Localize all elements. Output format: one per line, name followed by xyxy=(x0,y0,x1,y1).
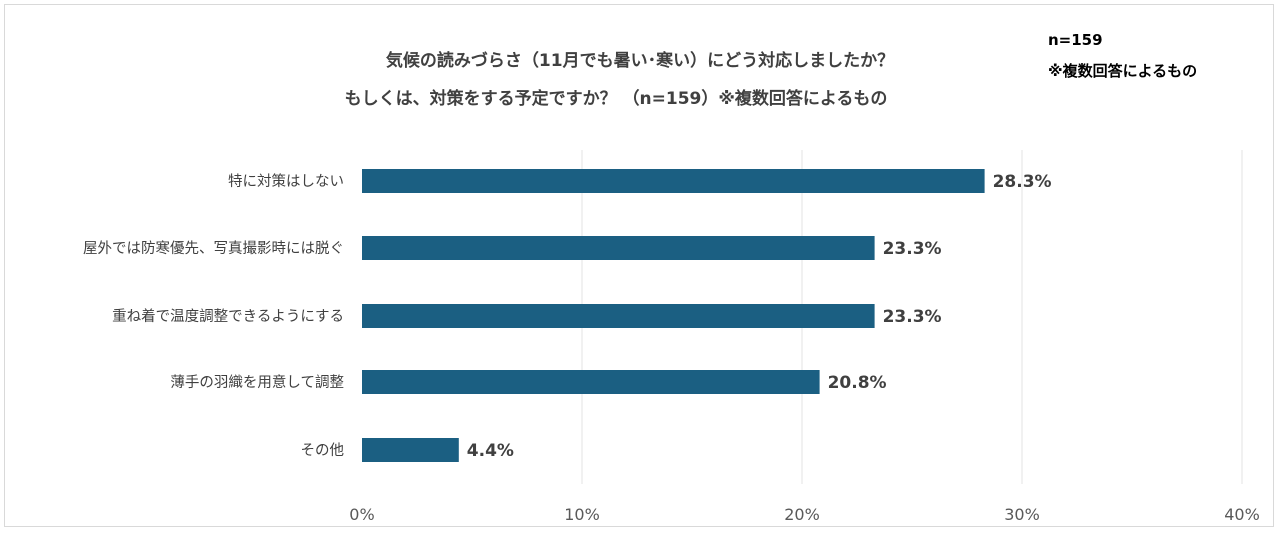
data-label: 20.8% xyxy=(828,373,887,393)
x-tick-label: 10% xyxy=(564,505,600,524)
x-tick-label: 40% xyxy=(1224,505,1260,524)
data-label: 23.3% xyxy=(883,307,942,327)
category-label: 特に対策はしない xyxy=(228,173,344,190)
x-tick-label: 0% xyxy=(349,505,374,524)
x-axis-ticks: 0% 10% 20% 30% 40% xyxy=(349,505,1259,524)
bar xyxy=(362,304,875,328)
bar xyxy=(362,236,875,260)
category-label: その他 xyxy=(301,442,345,459)
bars: 特に対策はしない 28.3% 屋外では防寒優先、写真撮影時には脱ぐ 23.3% 重ね着で… xyxy=(83,169,1052,462)
chart-title-line-2: もしくは、対策をする予定ですか？ （n=159）※複数回答によるもの xyxy=(345,88,888,109)
x-tick-label: 30% xyxy=(1004,505,1040,524)
x-tick-label: 20% xyxy=(784,505,820,524)
data-label: 28.3% xyxy=(993,172,1052,192)
chart-frame xyxy=(4,4,1274,527)
category-label: 薄手の羽織を用意して調整 xyxy=(170,373,344,391)
bar xyxy=(362,169,985,193)
category-label: 屋外では防寒優先、写真撮影時には脱ぐ xyxy=(83,239,344,257)
chart-title-line-1: 気候の読みづらさ（11月でも暑い･寒い）にどう対応しましたか？ xyxy=(385,50,894,71)
bar xyxy=(362,370,820,394)
data-label: 4.4% xyxy=(467,441,514,461)
multiple-answer-note: ※複数回答によるもの xyxy=(1048,62,1197,80)
data-label: 23.3% xyxy=(883,239,942,259)
bar xyxy=(362,438,459,462)
sample-size-note: n=159 xyxy=(1048,31,1103,49)
category-label: 重ね着で温度調整できるようにする xyxy=(112,308,344,325)
